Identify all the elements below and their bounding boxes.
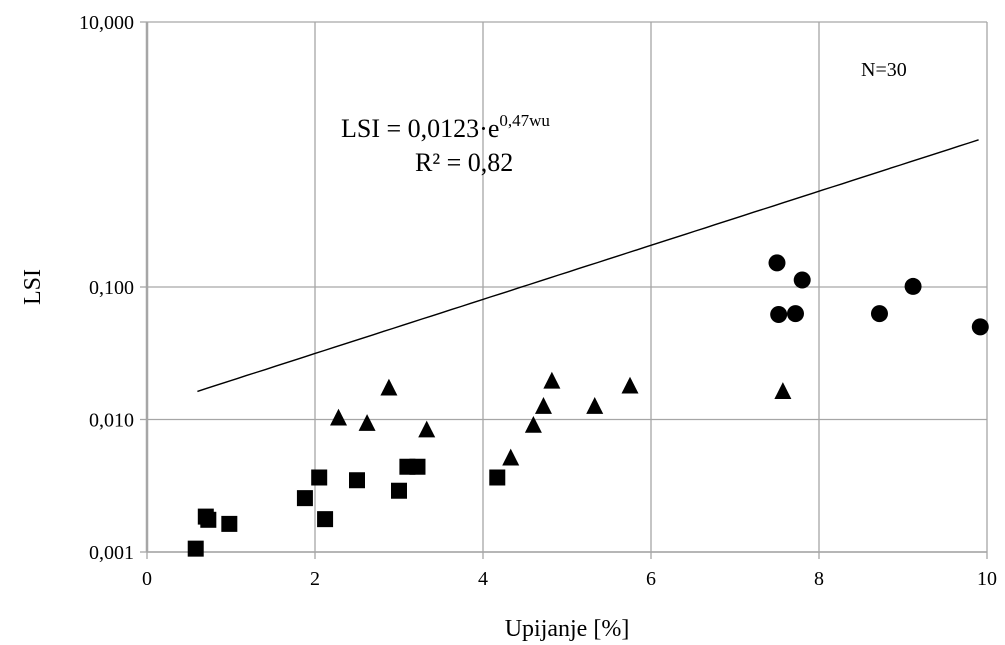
square-point-5 xyxy=(311,469,328,486)
square-point-3 xyxy=(221,515,238,532)
r-squared-annotation: R² = 0,82 xyxy=(415,148,513,177)
x-tick-label-2: 4 xyxy=(478,568,488,590)
x-tick-label-0: 0 xyxy=(142,568,152,590)
circle-point-6 xyxy=(971,318,989,336)
equation-main: LSI = 0,0123·e xyxy=(341,114,499,143)
equation-exponent: 0,47wu xyxy=(499,111,550,130)
equation-annotation: LSI = 0,0123·e0,47wu xyxy=(341,111,550,143)
data-points xyxy=(187,254,989,557)
triangle-point-7 xyxy=(543,371,561,389)
triangle-point-1 xyxy=(358,414,376,431)
axes xyxy=(140,21,988,559)
grid-lines xyxy=(147,21,988,553)
triangle-point-0 xyxy=(330,408,348,426)
x-tick-label-4: 8 xyxy=(814,568,824,590)
y-tick-label-2: 0,100 xyxy=(89,277,134,299)
circle-point-2 xyxy=(786,305,804,323)
sample-size-annotation: N=30 xyxy=(861,59,907,81)
triangle-point-5 xyxy=(524,415,542,433)
square-point-0 xyxy=(187,540,204,557)
y-tick-labels: 0,001 0,010 0,100 10,000 xyxy=(79,12,134,564)
circle-point-5 xyxy=(904,277,922,295)
triangle-point-3 xyxy=(418,420,436,438)
triangle-point-6 xyxy=(534,397,552,414)
y-tick-label-3: 10,000 xyxy=(79,12,134,34)
square-point-10 xyxy=(409,458,426,475)
square-point-11 xyxy=(489,469,506,486)
circle-point-1 xyxy=(770,306,788,324)
triangle-point-9 xyxy=(621,376,639,394)
circle-point-0 xyxy=(768,254,786,272)
triangle-point-10 xyxy=(774,382,792,399)
y-tick-label-1: 0,010 xyxy=(89,410,134,432)
triangle-point-4 xyxy=(502,448,520,466)
square-point-2 xyxy=(200,511,217,528)
square-point-7 xyxy=(349,472,365,489)
x-tick-labels: 0 2 4 6 8 10 xyxy=(142,568,997,590)
trendline xyxy=(197,139,979,393)
y-axis-label: LSI xyxy=(20,269,46,305)
square-point-8 xyxy=(391,482,407,499)
x-tick-label-5: 10 xyxy=(977,568,997,590)
circle-point-4 xyxy=(870,305,888,323)
triangle-point-2 xyxy=(380,378,398,396)
triangle-point-8 xyxy=(586,397,604,414)
square-point-4 xyxy=(296,490,313,507)
x-tick-label-1: 2 xyxy=(310,568,320,590)
circle-point-3 xyxy=(793,271,811,289)
y-tick-label-0: 0,001 xyxy=(89,542,134,564)
square-point-6 xyxy=(317,511,334,528)
x-axis-label: Upijanje [%] xyxy=(505,616,630,642)
x-tick-label-3: 6 xyxy=(646,568,656,590)
